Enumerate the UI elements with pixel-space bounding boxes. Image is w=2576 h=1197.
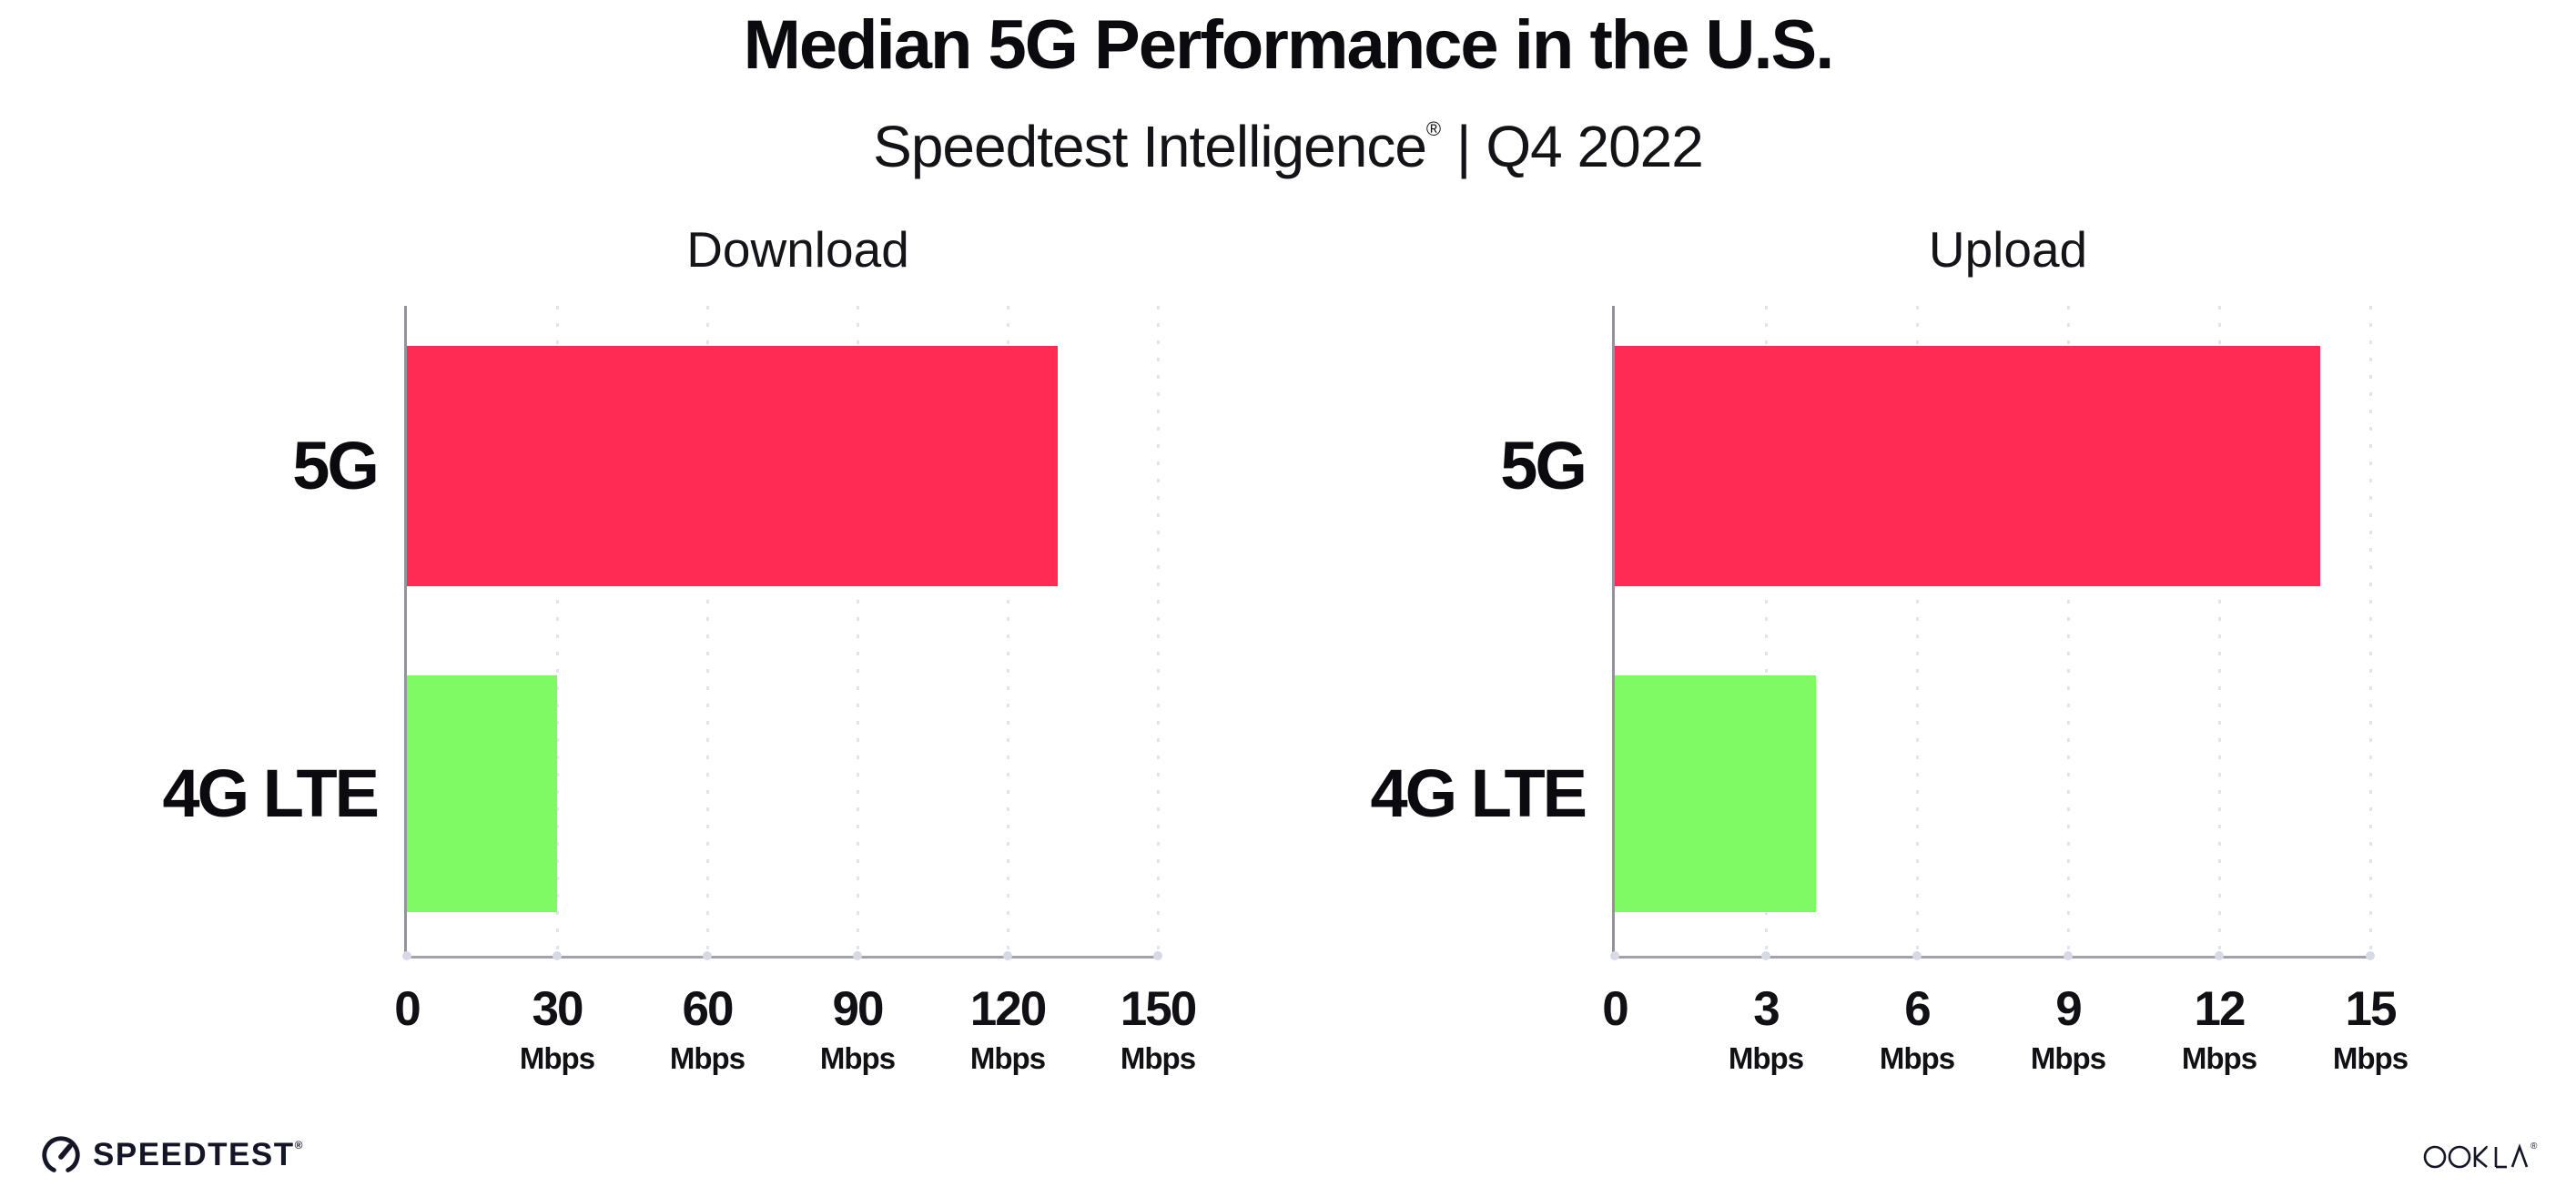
axis-tick-dot-60 [703,951,712,960]
x-tick-label-150: 150 Mbps [1058,983,1258,1076]
gridline-9 [2066,306,2070,956]
axis-tick-dot-6 [1912,951,1922,960]
x-tick-value: 6 [1904,982,1932,1036]
x-tick-label-6: 6 Mbps [1817,983,2017,1076]
x-tick-value: 150 [1120,982,1197,1036]
gridline-90 [856,306,859,956]
gridline-60 [705,306,709,956]
x-tick-label-0: 0 [1515,983,1715,1036]
x-tick-unit: Mbps [2181,1041,2257,1075]
ookla-logo: ® [2423,1138,2543,1172]
x-tick-value: 0 [394,982,421,1036]
gridline-6 [1915,306,1919,956]
axis-tick-dot-9 [2064,951,2073,960]
x-tick-label-15: 15 Mbps [2270,983,2470,1076]
x-tick-unit: Mbps [2332,1041,2409,1075]
speedtest-registered-mark-icon: ® [294,1139,303,1151]
x-tick-label-90: 90 Mbps [757,983,958,1076]
category-label-4g-lte: 4G LTE [162,756,380,831]
axis-tick-dot-0 [1610,951,1619,960]
download-chart-title: Download [686,221,909,278]
x-tick-unit: Mbps [519,1041,595,1075]
registered-mark-icon: ® [1425,117,1442,140]
axis-tick-dot-150 [1153,951,1162,960]
upload-chart-title: Upload [1928,221,2088,278]
subtitle-period: | Q4 2022 [1455,114,1704,179]
gridline-30 [555,306,559,956]
speedtest-logo: SPEEDTEST® [40,1134,302,1176]
x-tick-value: 0 [1602,982,1629,1036]
x-tick-unit: Mbps [1879,1041,1955,1075]
axis-tick-dot-90 [853,951,862,960]
x-tick-unit: Mbps [1728,1041,1804,1075]
category-label-5g: 5G [1500,428,1587,503]
bar-4g-lte-upload [1615,675,1817,912]
x-tick-unit: Mbps [1120,1041,1196,1075]
gridline-12 [2217,306,2221,956]
axis-tick-dot-30 [553,951,562,960]
x-tick-value: 3 [1753,982,1780,1036]
x-tick-label-60: 60 Mbps [607,983,807,1076]
category-label-4g-lte: 4G LTE [1370,756,1587,831]
x-tick-value: 15 [2345,982,2398,1036]
x-tick-label-0: 0 [307,983,507,1036]
x-tick-unit: Mbps [969,1041,1046,1075]
x-tick-label-12: 12 Mbps [2119,983,2319,1076]
bar-4g-lte-download [407,675,557,912]
bar-5g-upload [1615,346,2320,586]
x-tick-label-9: 9 Mbps [1968,983,2168,1076]
axis-tick-dot-0 [402,951,411,960]
x-tick-label-120: 120 Mbps [908,983,1108,1076]
bar-5g-download [407,346,1058,586]
axis-tick-dot-12 [2215,951,2224,960]
subtitle-brand: Speedtest Intelligence [873,114,1427,179]
x-tick-value: 60 [682,982,735,1036]
x-tick-value: 90 [832,982,885,1036]
x-tick-value: 12 [2194,982,2246,1036]
axis-tick-dot-15 [2366,951,2375,960]
x-tick-unit: Mbps [2030,1041,2106,1075]
gridline-120 [1006,306,1009,956]
speedtest-wordmark: SPEEDTEST® [93,1137,303,1172]
page-title: Median 5G Performance in the U.S. [743,6,1835,84]
x-tick-label-30: 30 Mbps [457,983,657,1076]
x-tick-value: 30 [532,982,584,1036]
gridline-15 [2368,306,2372,956]
ookla-registered-mark: ® [2530,1141,2538,1151]
x-tick-value: 9 [2055,982,2083,1036]
gridline-3 [1764,306,1768,956]
x-tick-value: 120 [969,982,1047,1036]
axis-tick-dot-120 [1003,951,1012,960]
page-subtitle: Speedtest Intelligence® | Q4 2022 [0,95,2576,181]
speedtest-gauge-icon [40,1134,82,1176]
axis-tick-dot-3 [1761,951,1770,960]
x-tick-unit: Mbps [669,1041,745,1075]
category-label-5g: 5G [292,428,380,503]
download-plot-area: 0 30 Mbps 60 Mbps 90 Mbps 120 Mbps 150 Mbps 5G 4G LT… [162,306,1197,1075]
gridline-150 [1156,306,1160,956]
upload-plot-area: 0 3 Mbps 6 Mbps 9 Mbps 12 Mbps 15 Mbps 5G 4G LTE [1370,306,2409,1075]
x-tick-label-3: 3 Mbps [1666,983,1866,1076]
x-tick-unit: Mbps [819,1041,896,1075]
ookla-wordmark-icon: ® [2423,1138,2543,1172]
